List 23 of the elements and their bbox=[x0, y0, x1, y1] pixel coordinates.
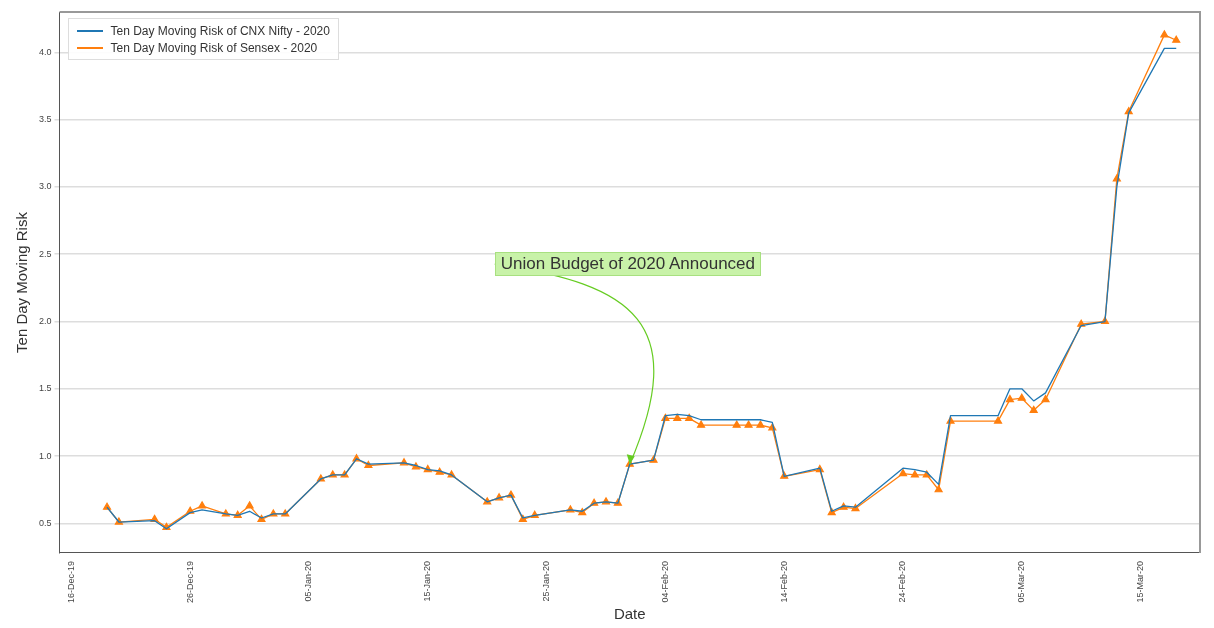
x-tick-label: 15-Mar-20 bbox=[1135, 560, 1146, 603]
x-tick-label: 04-Feb-20 bbox=[659, 560, 670, 603]
legend-label: Ten Day Moving Risk of CNX Nifty - 2020 bbox=[110, 23, 330, 38]
y-tick-label: 2.0 bbox=[39, 316, 52, 326]
x-tick-label: 15-Jan-20 bbox=[422, 560, 433, 602]
x-tick-label: 26-Dec-19 bbox=[184, 560, 195, 604]
y-tick-label: 2.5 bbox=[39, 248, 52, 259]
x-tick-label: 14-Feb-20 bbox=[778, 560, 789, 603]
x-tick-label: 25-Jan-20 bbox=[541, 560, 552, 602]
y-tick-label: 3.0 bbox=[39, 181, 52, 192]
legend-label: Ten Day Moving Risk of Sensex - 2020 bbox=[110, 40, 318, 55]
x-tick-label: 24-Feb-20 bbox=[897, 560, 908, 603]
y-axis-title: Ten Day Moving Risk bbox=[13, 211, 31, 353]
annotation: Union Budget of 2020 Announced bbox=[494, 252, 762, 277]
y-tick-label: 1.5 bbox=[39, 383, 52, 394]
y-tick-label: 4.0 bbox=[39, 46, 52, 57]
y-tick-label: 0.5 bbox=[39, 517, 52, 528]
x-axis-title: Date bbox=[613, 605, 646, 623]
y-tick-label: 3.5 bbox=[39, 114, 52, 125]
x-tick-label: 16-Dec-19 bbox=[65, 560, 76, 604]
x-tick-label: 05-Jan-20 bbox=[303, 560, 314, 602]
x-tick-label: 05-Mar-20 bbox=[1016, 560, 1027, 603]
y-tick-label: 1.0 bbox=[39, 450, 52, 461]
